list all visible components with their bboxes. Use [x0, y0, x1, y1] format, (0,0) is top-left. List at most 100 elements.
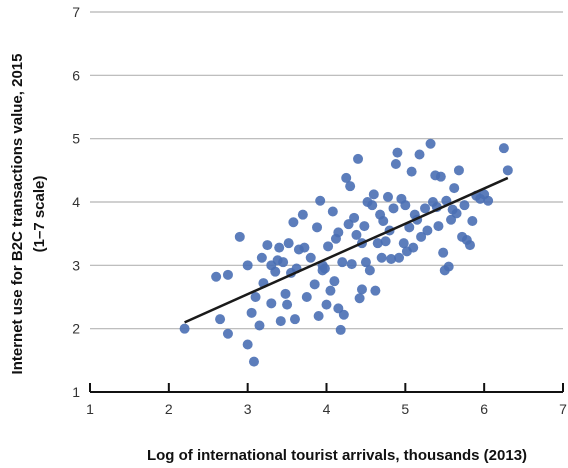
data-point: [315, 195, 326, 206]
data-point: [502, 165, 513, 176]
data-point: [370, 285, 381, 296]
data-point: [280, 288, 291, 299]
data-point: [179, 323, 190, 334]
data-point: [443, 261, 454, 272]
data-point: [408, 242, 419, 253]
data-point: [367, 200, 378, 211]
data-point: [451, 208, 462, 219]
data-point: [329, 276, 340, 287]
data-point: [414, 149, 425, 160]
data-point: [341, 172, 352, 183]
data-point: [453, 165, 464, 176]
data-point: [368, 189, 379, 200]
data-point: [234, 231, 245, 242]
data-point: [394, 252, 405, 263]
data-point: [353, 153, 364, 164]
data-point: [390, 159, 401, 169]
data-point: [305, 252, 316, 263]
data-point: [275, 316, 286, 327]
gridlines: [90, 11, 563, 330]
y-axis-title: Internet use for B2C transactions value,…: [9, 54, 26, 375]
data-point: [317, 265, 328, 276]
data-point: [323, 241, 334, 252]
data-points: [179, 138, 513, 367]
x-tick-label: 6: [480, 401, 488, 417]
y-axis-title-line1: Internet use for B2C transactions value,…: [9, 54, 26, 375]
data-point: [256, 252, 267, 263]
data-point: [438, 247, 449, 258]
data-point: [289, 314, 300, 325]
data-point: [345, 181, 356, 192]
y-tick-label: 3: [72, 257, 80, 273]
data-point: [242, 339, 253, 350]
x-axis: 1 2 3 4 5 6 7: [86, 383, 567, 417]
data-point: [333, 227, 344, 238]
data-point: [246, 307, 257, 318]
data-point: [283, 238, 294, 249]
y-tick-label: 5: [72, 131, 80, 147]
data-point: [354, 293, 365, 304]
data-point: [351, 229, 362, 240]
data-point: [372, 238, 383, 249]
x-axis-title: Log of international tourist arrivals, t…: [147, 447, 527, 464]
data-point: [360, 257, 371, 268]
data-point: [222, 269, 233, 280]
data-point: [420, 203, 431, 214]
data-point: [250, 292, 261, 302]
data-point: [215, 314, 226, 325]
data-point: [392, 147, 403, 158]
y-tick-label: 2: [72, 321, 80, 337]
data-point: [498, 143, 509, 154]
data-point: [282, 299, 293, 310]
data-point: [404, 222, 415, 233]
data-point: [425, 138, 436, 149]
data-point: [266, 260, 277, 271]
data-point: [312, 222, 323, 233]
trendline: [184, 176, 509, 324]
x-tick-label: 7: [559, 401, 567, 417]
trendline-group: [184, 176, 509, 324]
y-tick-label: 6: [72, 67, 80, 83]
data-point: [349, 212, 360, 223]
data-point: [386, 254, 397, 264]
data-point: [299, 242, 310, 253]
data-point: [325, 285, 336, 296]
data-point: [380, 236, 391, 247]
data-point: [382, 191, 393, 202]
data-point: [301, 292, 312, 302]
y-axis-title-unit: (1–7 scale): [31, 176, 48, 253]
data-point: [248, 356, 259, 367]
data-point: [364, 265, 375, 276]
data-point: [459, 200, 470, 211]
data-point: [467, 216, 478, 226]
data-point: [464, 240, 475, 251]
data-point: [483, 195, 494, 206]
data-point: [422, 225, 433, 236]
data-point: [327, 206, 338, 217]
data-point: [406, 166, 417, 177]
data-point: [297, 209, 308, 220]
x-tick-label: 1: [86, 401, 94, 417]
data-point: [254, 320, 265, 331]
data-point: [274, 242, 285, 253]
y-tick-label: 1: [72, 384, 80, 400]
data-point: [400, 200, 411, 211]
data-point: [278, 257, 289, 268]
data-point: [356, 284, 367, 295]
data-point: [359, 221, 370, 232]
data-point: [242, 260, 253, 271]
data-point: [309, 279, 320, 290]
data-point: [262, 240, 273, 251]
data-point: [378, 216, 389, 226]
x-tick-label: 2: [165, 401, 173, 417]
data-point: [288, 217, 299, 228]
data-point: [433, 221, 444, 232]
data-point: [430, 170, 441, 181]
x-tick-label: 3: [244, 401, 252, 417]
data-point: [346, 259, 357, 270]
data-point: [222, 328, 233, 339]
x-tick-label: 4: [323, 401, 331, 417]
data-point: [337, 257, 348, 268]
x-tick-label: 5: [401, 401, 409, 417]
